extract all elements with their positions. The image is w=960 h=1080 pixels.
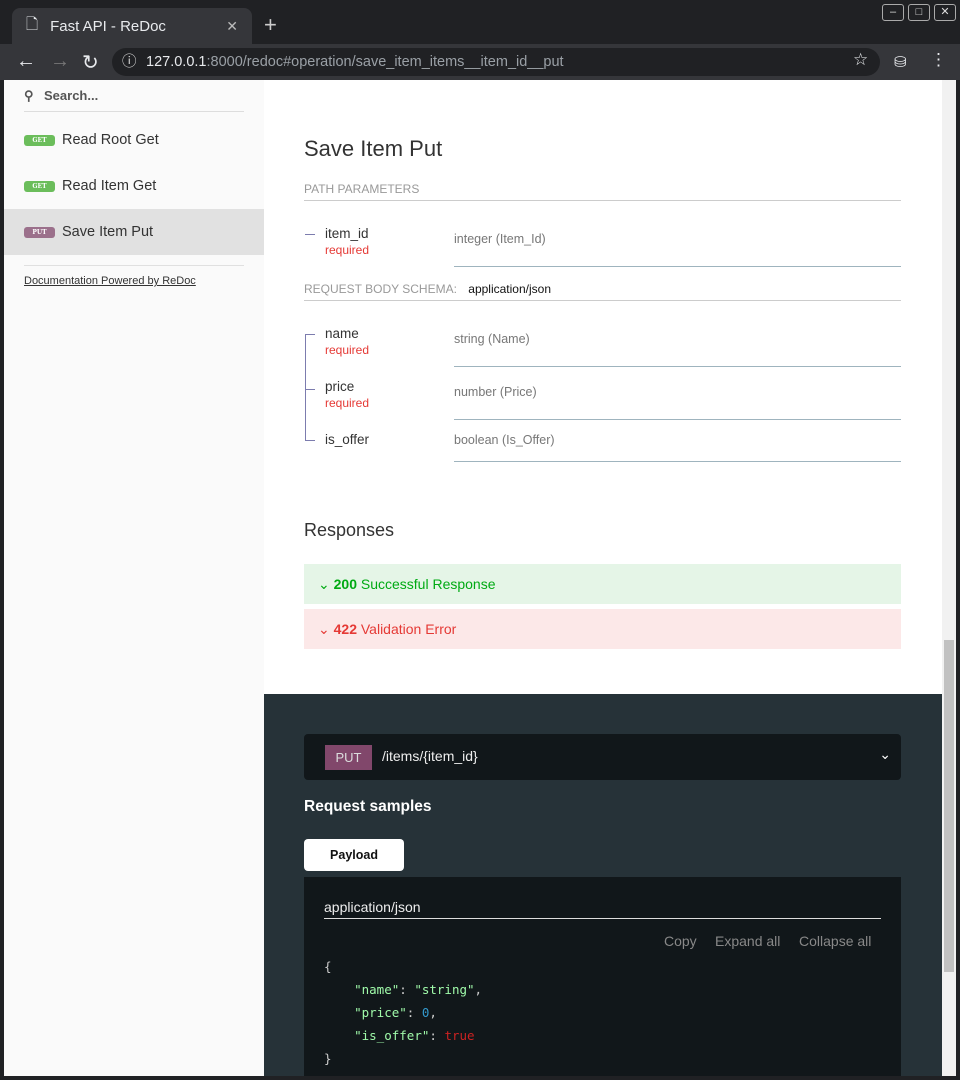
scrollbar[interactable] (942, 80, 956, 1076)
sidebar-item-label: Save Item Put (62, 224, 154, 240)
sidebar-item-read-item[interactable]: GET Read Item Get (4, 163, 264, 209)
sidebar: ⚲ Search... GET Read Root Get GET Read I… (4, 80, 264, 1076)
search-placeholder: Search... (44, 88, 99, 103)
powered-by-link[interactable]: Documentation Powered by ReDoc (24, 265, 244, 287)
tab-title: Fast API - ReDoc (50, 17, 166, 35)
method-badge: GET (24, 134, 55, 146)
url-path: :8000/redoc#operation/save_item_items__i… (206, 54, 564, 70)
sidebar-item-read-root[interactable]: GET Read Root Get (4, 117, 264, 163)
response-200[interactable]: ⌄ 200 Successful Response (304, 564, 901, 604)
url-host: 127.0.0.1 (146, 54, 207, 70)
param-name: item_id required (325, 226, 370, 257)
payload-tab[interactable]: Payload (304, 839, 404, 871)
endpoint-bar[interactable]: PUT /items/{item_id} ⌄ (304, 734, 901, 780)
json-sample: { "name": "string", "price": 0, "is_offe… (324, 959, 483, 1066)
param-type: number (Price) (454, 385, 901, 420)
info-icon: ⓘ (122, 54, 137, 70)
method-badge: GET (24, 180, 55, 192)
collapse-all-button[interactable]: Collapse all (799, 933, 872, 949)
body-schema-label: REQUEST BODY SCHEMA: application/json (304, 282, 901, 301)
menu-icon[interactable]: ⋮ (930, 50, 947, 69)
tree-line (305, 234, 315, 235)
sidebar-item-save-item[interactable]: PUT Save Item Put (4, 209, 264, 255)
param-name: price required (325, 379, 370, 410)
copy-button[interactable]: Copy (664, 933, 697, 949)
content-type-select[interactable]: application/json (324, 899, 881, 919)
tree-line (305, 389, 315, 390)
new-tab-button[interactable]: + (264, 12, 277, 37)
endpoint-path: /items/{item_id} (382, 748, 478, 764)
param-name: name required (325, 326, 370, 357)
param-type: string (Name) (454, 332, 901, 367)
incognito-icon[interactable]: ⛁ (894, 54, 907, 71)
close-tab-icon[interactable]: ✕ (226, 17, 238, 34)
chevron-down-icon: ⌄ (879, 746, 891, 762)
scrollbar-thumb[interactable] (944, 640, 954, 972)
param-type: integer (Item_Id) (454, 232, 901, 267)
address-bar[interactable]: ⓘ 127.0.0.1:8000/redoc#operation/save_it… (112, 48, 880, 76)
method-badge: PUT (325, 745, 372, 770)
chevron-down-icon: ⌄ (318, 621, 330, 637)
method-badge: PUT (24, 226, 55, 238)
responses-title: Responses (304, 520, 395, 540)
close-window-button[interactable]: ✕ (934, 4, 956, 21)
bookmark-star-icon[interactable]: ☆ (853, 50, 869, 69)
request-samples-title: Request samples (304, 798, 432, 815)
page-content: ⚲ Search... GET Read Root Get GET Read I… (4, 80, 956, 1076)
tab-bar: 🗋 Fast API - ReDoc ✕ + – □ ✕ (0, 0, 960, 44)
path-params-label: PATH PARAMETERS (304, 182, 901, 201)
search-icon: ⚲ (24, 88, 34, 103)
browser-tab[interactable]: 🗋 Fast API - ReDoc ✕ (12, 8, 252, 44)
maximize-button[interactable]: □ (908, 4, 930, 21)
forward-icon[interactable]: → (50, 50, 70, 72)
param-type: boolean (Is_Offer) (454, 433, 901, 462)
response-422[interactable]: ⌄ 422 Validation Error (304, 609, 901, 649)
param-name: is_offer (325, 432, 370, 447)
expand-all-button[interactable]: Expand all (715, 933, 781, 949)
page-title: Save Item Put (304, 136, 443, 161)
back-icon[interactable]: ← (16, 50, 36, 72)
tree-line (305, 334, 315, 441)
sample-box: application/json Copy Expand all Collaps… (304, 877, 901, 1076)
chevron-down-icon: ⌄ (318, 576, 330, 592)
search-input[interactable]: ⚲ Search... (24, 88, 244, 112)
samples-panel: PUT /items/{item_id} ⌄ Request samples P… (264, 694, 942, 1076)
reload-icon[interactable]: ↻ (82, 52, 99, 74)
sidebar-item-label: Read Root Get (62, 132, 159, 148)
page-icon: 🗋 (26, 15, 39, 33)
minimize-button[interactable]: – (882, 4, 904, 21)
sidebar-item-label: Read Item Get (62, 178, 157, 194)
